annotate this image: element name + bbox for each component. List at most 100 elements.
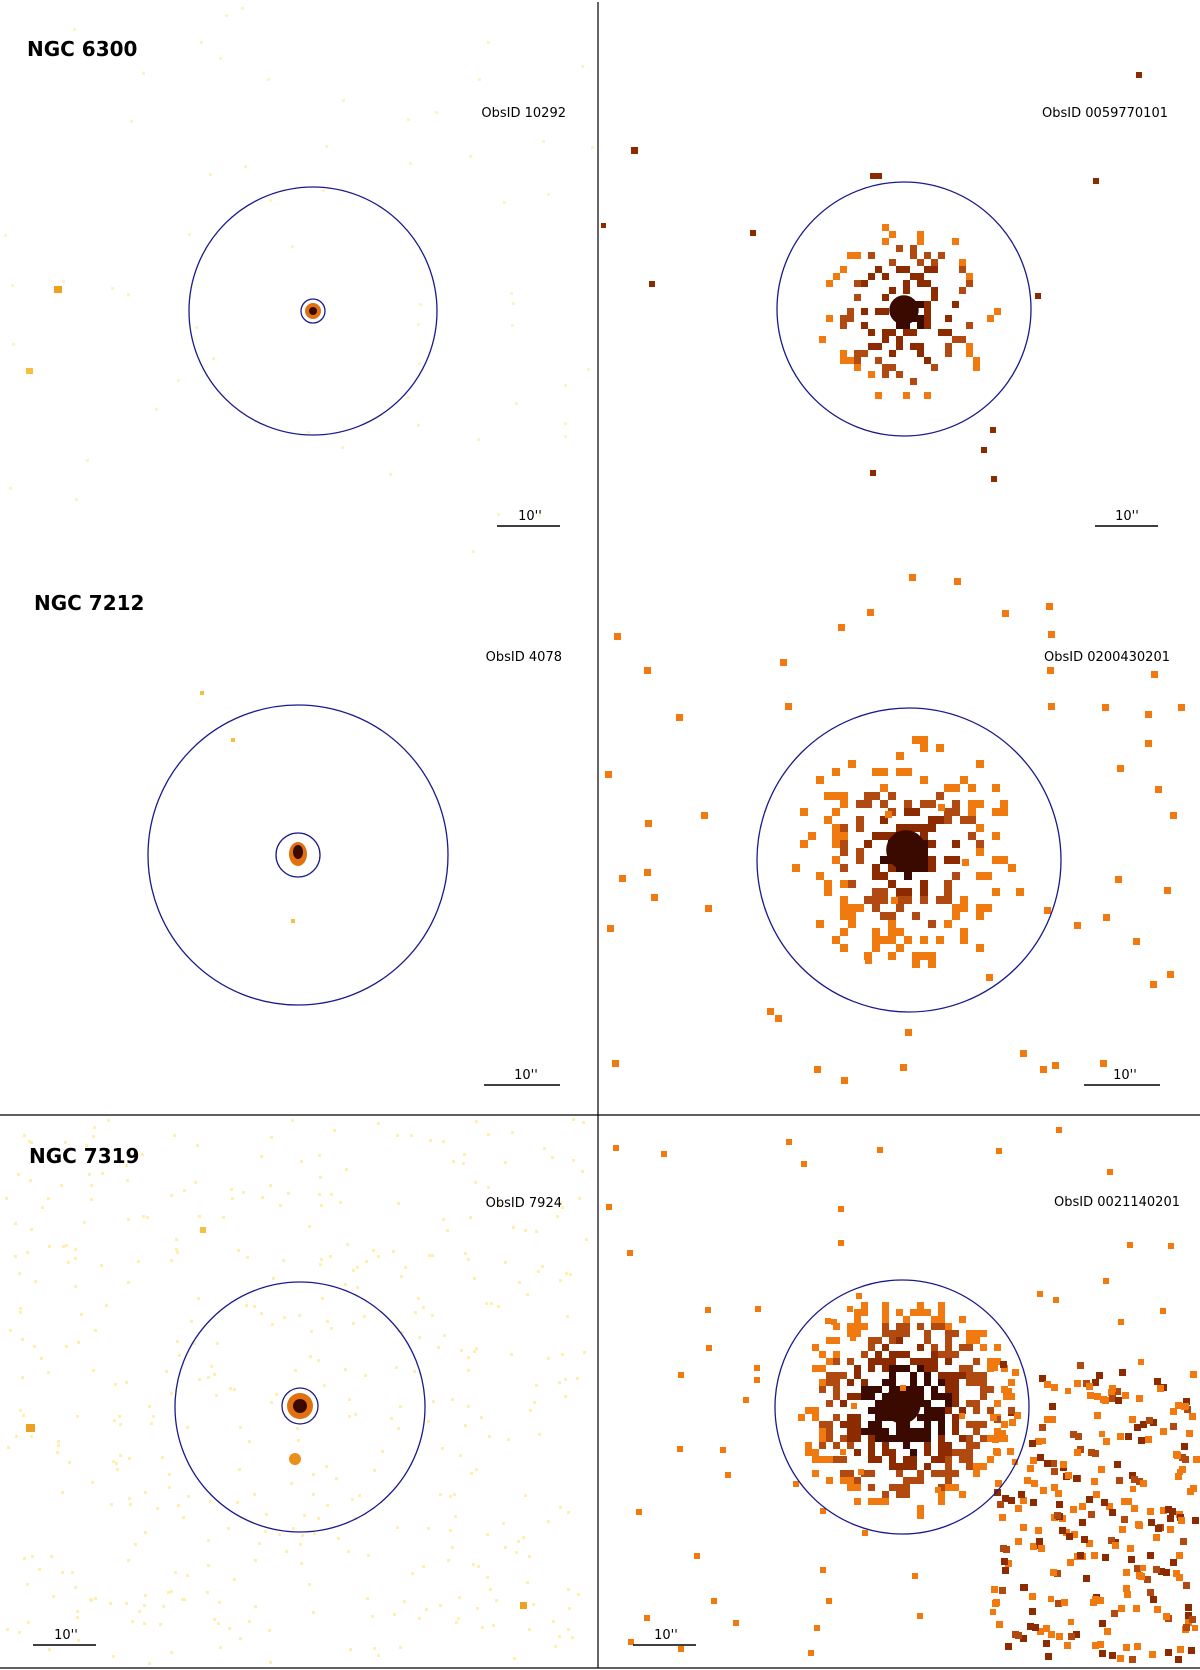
- photon-pixel: [1056, 1501, 1063, 1508]
- source-extraction-circle: [776, 181, 1032, 437]
- photon-pixel: [888, 792, 896, 800]
- photon-pixel: [936, 936, 944, 944]
- photon-pixel: [872, 896, 880, 904]
- photon-pixel: [239, 1637, 242, 1640]
- photon-pixel: [816, 920, 824, 928]
- photon-pixel: [966, 1400, 973, 1407]
- xmm-outlier-pixels: [605, 574, 1185, 1084]
- photon-pixel: [912, 864, 920, 872]
- photon-pixel: [62, 1245, 65, 1248]
- photon-pixel: [924, 1463, 931, 1470]
- photon-pixel: [966, 1372, 973, 1379]
- photon-pixel: [543, 1147, 546, 1150]
- photon-pixel: [840, 904, 848, 912]
- photon-pixel: [170, 1590, 173, 1593]
- photon-pixel: [931, 1344, 938, 1351]
- photon-pixel: [833, 1351, 840, 1358]
- photon-pixel: [924, 1365, 931, 1372]
- photon-pixel: [952, 1414, 959, 1421]
- photon-pixel: [467, 1258, 470, 1261]
- photon-pixel: [840, 1470, 847, 1477]
- photon-pixel: [1131, 1476, 1138, 1483]
- photon-pixel: [1037, 1291, 1043, 1297]
- photon-pixel: [558, 1635, 561, 1638]
- photon-pixel: [547, 1357, 550, 1360]
- photon-pixel: [935, 1487, 941, 1493]
- photon-pixel: [217, 1622, 220, 1625]
- photon-pixel: [1179, 1454, 1186, 1461]
- photon-pixel: [826, 315, 833, 322]
- photon-pixel: [161, 1456, 164, 1459]
- obsid-label: ObsID 0021140201: [1054, 1195, 1180, 1210]
- photon-pixel: [889, 329, 896, 336]
- photon-pixel: [840, 315, 847, 322]
- photon-pixel: [882, 1414, 889, 1421]
- photon-pixel: [627, 1250, 633, 1256]
- photon-pixel: [968, 800, 976, 808]
- photon-pixel: [581, 1170, 584, 1173]
- photon-pixel: [966, 280, 973, 287]
- photon-pixel: [270, 1401, 273, 1404]
- photon-pixel: [1098, 1466, 1105, 1473]
- photon-pixel: [1136, 1572, 1143, 1579]
- photon-pixel: [1001, 1421, 1008, 1428]
- photon-pixel: [86, 459, 89, 462]
- photon-pixel: [1129, 1416, 1136, 1423]
- photon-pixel: [812, 1407, 819, 1414]
- photon-pixel: [945, 1449, 952, 1456]
- photon-pixel: [1123, 1569, 1130, 1576]
- photon-pixel: [968, 832, 976, 840]
- photon-pixel: [47, 1197, 50, 1200]
- photon-pixel: [980, 1372, 987, 1379]
- photon-pixel: [903, 1365, 910, 1372]
- photon-pixel: [170, 1651, 173, 1654]
- photon-pixel: [917, 1477, 924, 1484]
- photon-pixel: [819, 1442, 826, 1449]
- photon-pixel: [561, 1353, 564, 1356]
- photon-pixel: [318, 1193, 321, 1196]
- photon-pixel: [847, 1421, 854, 1428]
- photon-pixel: [1046, 603, 1053, 610]
- photon-pixel: [743, 1397, 749, 1403]
- photon-pixel: [904, 800, 912, 808]
- photon-pixel: [848, 904, 856, 912]
- photon-pixel: [882, 308, 889, 315]
- photon-pixel: [1192, 1625, 1198, 1631]
- photon-pixel: [920, 856, 928, 864]
- photon-pixel: [1165, 1649, 1172, 1656]
- photon-pixel: [888, 920, 896, 928]
- photon-pixel: [872, 768, 880, 776]
- photon-pixel: [808, 1650, 814, 1656]
- photon-pixel: [868, 1421, 875, 1428]
- photon-pixel: [1015, 1505, 1022, 1512]
- photon-pixel: [875, 1428, 882, 1435]
- photon-pixel: [1012, 1631, 1019, 1638]
- photon-pixel: [889, 259, 896, 266]
- photon-pixel: [847, 315, 854, 322]
- photon-pixel: [125, 1602, 128, 1605]
- photon-pixel: [976, 848, 984, 856]
- photon-pixel: [976, 824, 984, 832]
- photon-pixel: [767, 1008, 774, 1015]
- photon-pixel: [437, 1346, 440, 1349]
- photon-pixel: [475, 1347, 478, 1350]
- photon-pixel: [833, 1323, 840, 1330]
- photon-pixel: [701, 812, 708, 819]
- photon-pixel: [924, 1421, 931, 1428]
- photon-pixel: [567, 1511, 570, 1514]
- photon-pixel: [924, 308, 931, 315]
- photon-pixel: [1007, 1448, 1014, 1455]
- photon-pixel: [1077, 1362, 1084, 1369]
- photon-pixel: [321, 1297, 324, 1300]
- photon-pixel: [1054, 1570, 1061, 1577]
- photon-pixel: [248, 1620, 251, 1623]
- photon-pixel: [875, 1337, 882, 1344]
- photon-pixel: [976, 904, 984, 912]
- photon-pixel: [966, 350, 973, 357]
- photon-pixel: [1088, 1511, 1095, 1518]
- photon-pixel: [952, 1379, 959, 1386]
- photon-pixel: [840, 880, 848, 888]
- photon-pixel: [1114, 1388, 1121, 1395]
- photon-pixel: [1174, 1452, 1181, 1459]
- photon-pixel: [478, 78, 481, 81]
